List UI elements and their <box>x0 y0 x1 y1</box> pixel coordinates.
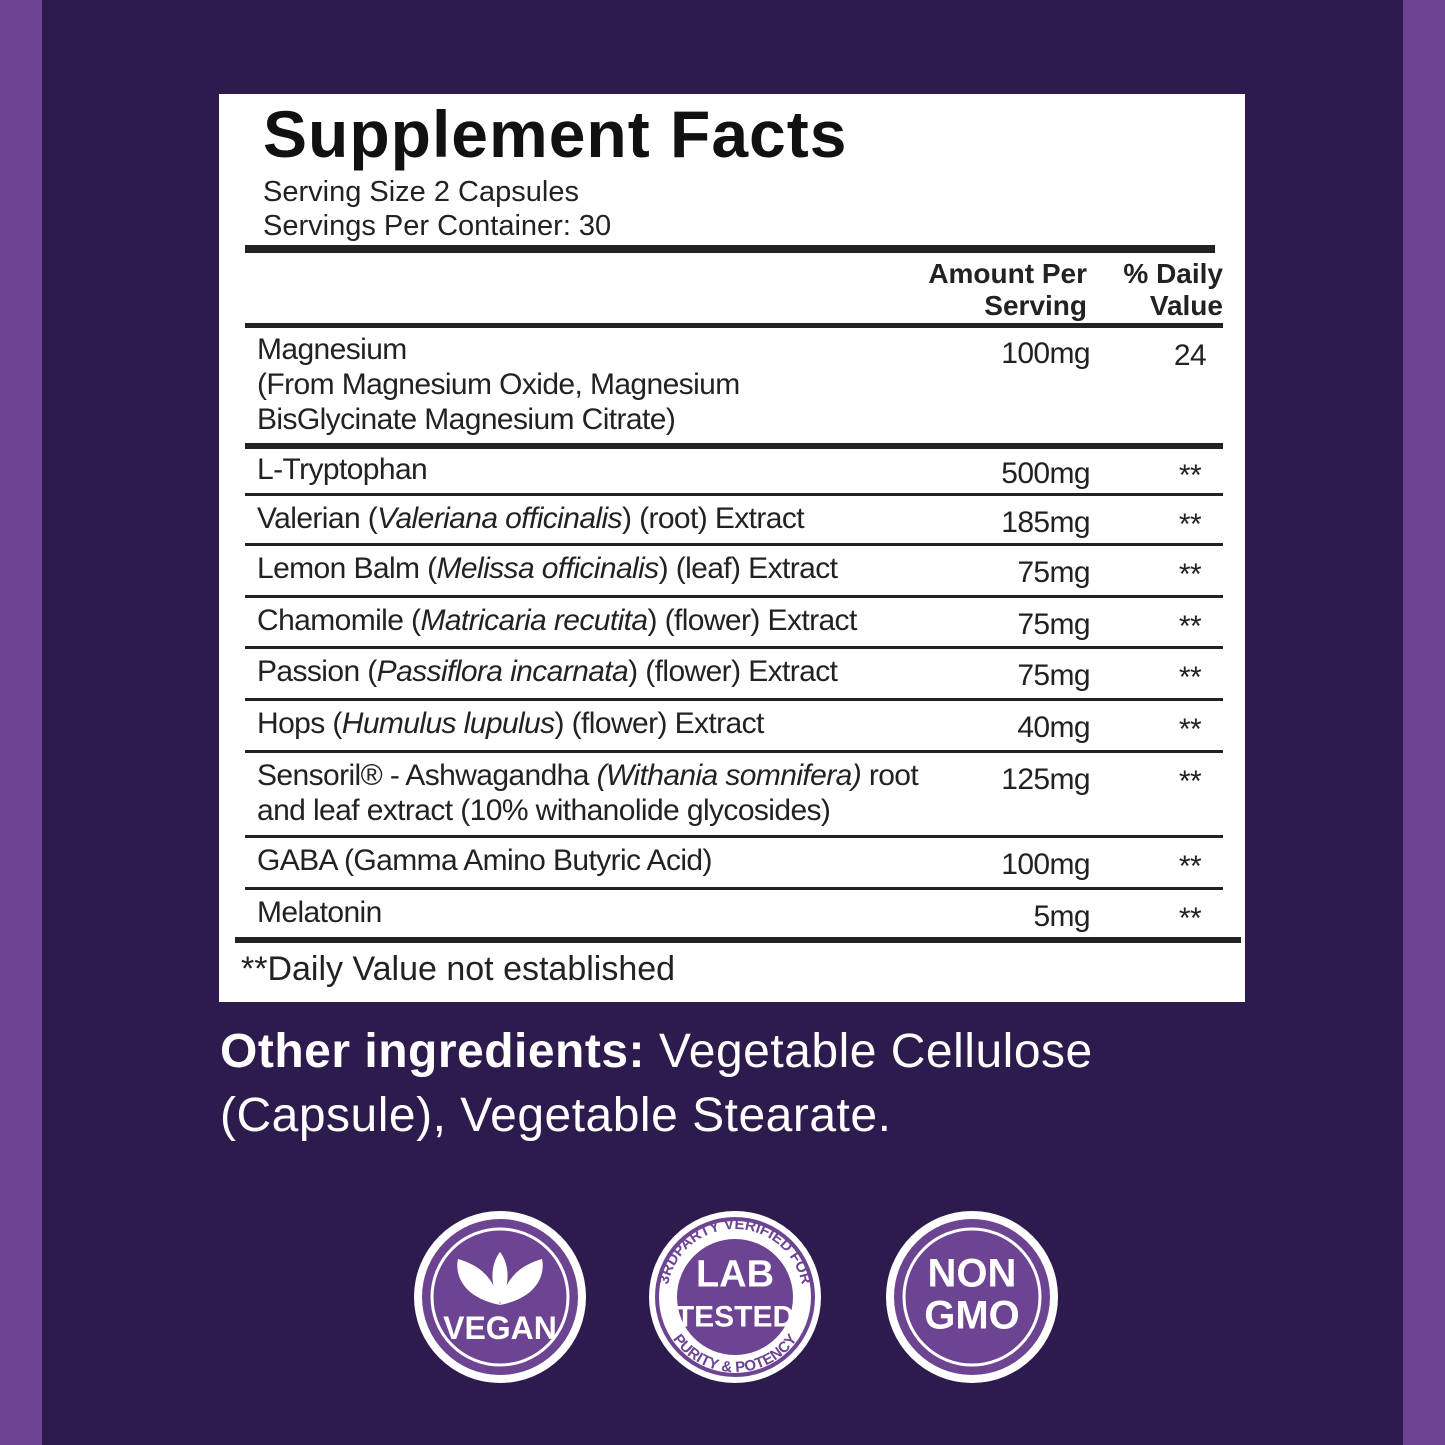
leaf-icon <box>457 1259 500 1305</box>
amount: 100mg <box>1001 848 1090 881</box>
amount: 75mg <box>1017 556 1090 589</box>
rule <box>245 698 1223 701</box>
ingredient-name: Passion (Passiflora incarnata) (flower) … <box>257 654 927 689</box>
ingredient-name: Hops (Humulus lupulus) (flower) Extract <box>257 706 927 741</box>
name-part: ) (flower) Extract <box>647 604 857 637</box>
amount: 75mg <box>1017 659 1090 692</box>
ingredient-row: Lemon Balm (Melissa officinalis) (leaf) … <box>245 545 1245 598</box>
name-part: (Withania somnifera) <box>596 759 862 792</box>
name-part: Melatonin <box>257 896 382 929</box>
rule <box>245 443 1223 449</box>
ingredient-row: Chamomile (Matricaria recutita) (flower)… <box>245 597 1245 649</box>
name-part: L-Tryptophan <box>257 453 428 486</box>
leaf-icon <box>500 1259 543 1305</box>
ingredient-row: Melatonin 5mg ** <box>235 889 1245 943</box>
name-part: ) (flower) Extract <box>554 707 765 740</box>
name-part: root and leaf extract (10% withanolide g… <box>257 759 919 827</box>
badge-text: VEGAN <box>443 1310 557 1346</box>
name-part: ) (leaf) Extract <box>658 552 838 585</box>
daily-value: ** <box>1178 713 1202 746</box>
other-ingredients: Other ingredients: Vegetable Cellulose (… <box>220 1020 1200 1148</box>
name-part: Sensoril® - Ashwagandha <box>257 759 597 792</box>
name-part: Humulus lupulus <box>341 707 555 740</box>
name-part: ) (flower) Extract <box>628 655 838 688</box>
ingredient-name: Lemon Balm (Melissa officinalis) (leaf) … <box>257 551 927 586</box>
rule <box>245 595 1223 598</box>
ingredient-row: GABA (Gamma Amino Butyric Acid) 100mg ** <box>245 837 1245 890</box>
amount: 5mg <box>1033 900 1090 933</box>
amount: 185mg <box>1001 506 1090 539</box>
name-part: Valeriana officinalis <box>377 502 622 535</box>
other-ingredients-text: Vegetable Cellulose (Capsule), Vegetable… <box>220 1025 1093 1142</box>
ingredient-name: GABA (Gamma Amino Butyric Acid) <box>257 843 927 878</box>
serving-size: Serving Size 2 Capsules <box>263 176 579 208</box>
badge-text: LAB <box>696 1254 774 1296</box>
daily-value: 24 <box>1173 339 1207 372</box>
ingredient-name: Valerian (Valeriana officinalis) (root) … <box>257 501 927 536</box>
name-part: Matricaria recutita <box>420 604 648 637</box>
badge-inner <box>677 1239 793 1355</box>
amount: 125mg <box>1001 763 1090 796</box>
daily-value: ** <box>1178 610 1202 643</box>
daily-value: ** <box>1178 508 1202 541</box>
rule <box>245 750 1223 753</box>
name-part: Hops ( <box>257 707 342 740</box>
rule <box>245 245 1215 253</box>
name-part: ) (root) Extract <box>621 502 805 535</box>
ingredient-row: Passion (Passiflora incarnata) (flower) … <box>245 648 1245 701</box>
ingredient-row: Sensoril® - Ashwagandha (Withania somnif… <box>245 752 1245 838</box>
rule <box>245 323 1223 328</box>
ingredient-row: Valerian (Valeriana officinalis) (root) … <box>245 495 1245 546</box>
daily-value: ** <box>1178 558 1202 591</box>
daily-value: ** <box>1178 850 1202 883</box>
other-ingredients-label: Other ingredients: <box>220 1025 646 1078</box>
facts-panel: Supplement Facts Serving Size 2 Capsules… <box>219 94 1245 1002</box>
rule <box>245 835 1223 838</box>
side-stripe <box>0 0 42 1445</box>
name-part: Chamomile ( <box>257 604 421 637</box>
amount: 40mg <box>1017 711 1090 744</box>
rule <box>235 937 1241 943</box>
ingredient-note: (From Magnesium Oxide, Magnesium BisGlyc… <box>257 368 740 436</box>
badge-text: TESTED <box>676 1301 794 1334</box>
daily-value: ** <box>1178 902 1202 935</box>
amount-header: Amount Per Serving <box>928 258 1087 321</box>
title: Supplement Facts <box>263 97 848 171</box>
name-part: Melissa officinalis <box>436 552 660 585</box>
rule <box>245 493 1223 496</box>
ingredient-row: L-Tryptophan 500mg ** <box>245 446 1245 496</box>
ingredient-name: Melatonin <box>257 895 927 930</box>
amount: 500mg <box>1001 457 1090 490</box>
ingredient-name: L-Tryptophan <box>257 452 927 487</box>
name-part: Passion ( <box>257 655 377 688</box>
daily-value: ** <box>1178 765 1202 798</box>
ingredient-name: Magnesium (From Magnesium Oxide, Magnesiu… <box>257 332 927 437</box>
amount: 75mg <box>1017 608 1090 641</box>
ingredient-name: Chamomile (Matricaria recutita) (flower)… <box>257 603 927 638</box>
side-stripe <box>1403 0 1445 1445</box>
badge-inner <box>902 1227 1042 1367</box>
amount: 100mg <box>1001 337 1090 370</box>
name-part: Lemon Balm ( <box>257 552 437 585</box>
daily-value: ** <box>1178 661 1202 694</box>
badge-text: NON <box>928 1251 1017 1295</box>
ingredient-row: Hops (Humulus lupulus) (flower) Extract 4… <box>245 700 1245 753</box>
name-part: Magnesium <box>257 333 407 366</box>
rule <box>245 887 1223 890</box>
leaf-icon <box>492 1252 508 1303</box>
name-part: Passiflora incarnata <box>376 655 629 688</box>
rule <box>245 543 1223 546</box>
daily-value-header: % Daily Value <box>1123 258 1223 321</box>
footnote: **Daily Value not established <box>241 950 676 988</box>
rule <box>245 646 1223 649</box>
servings-per-container: Servings Per Container: 30 <box>263 210 612 242</box>
daily-value: ** <box>1178 459 1202 492</box>
badge-text: GMO <box>924 1293 1020 1337</box>
ingredient-row: Magnesium (From Magnesium Oxide, Magnesiu… <box>245 326 1245 449</box>
name-part: GABA (Gamma Amino Butyric Acid) <box>257 844 712 877</box>
name-part: Valerian ( <box>257 502 378 535</box>
ingredient-name: Sensoril® - Ashwagandha (Withania somnif… <box>257 758 927 828</box>
